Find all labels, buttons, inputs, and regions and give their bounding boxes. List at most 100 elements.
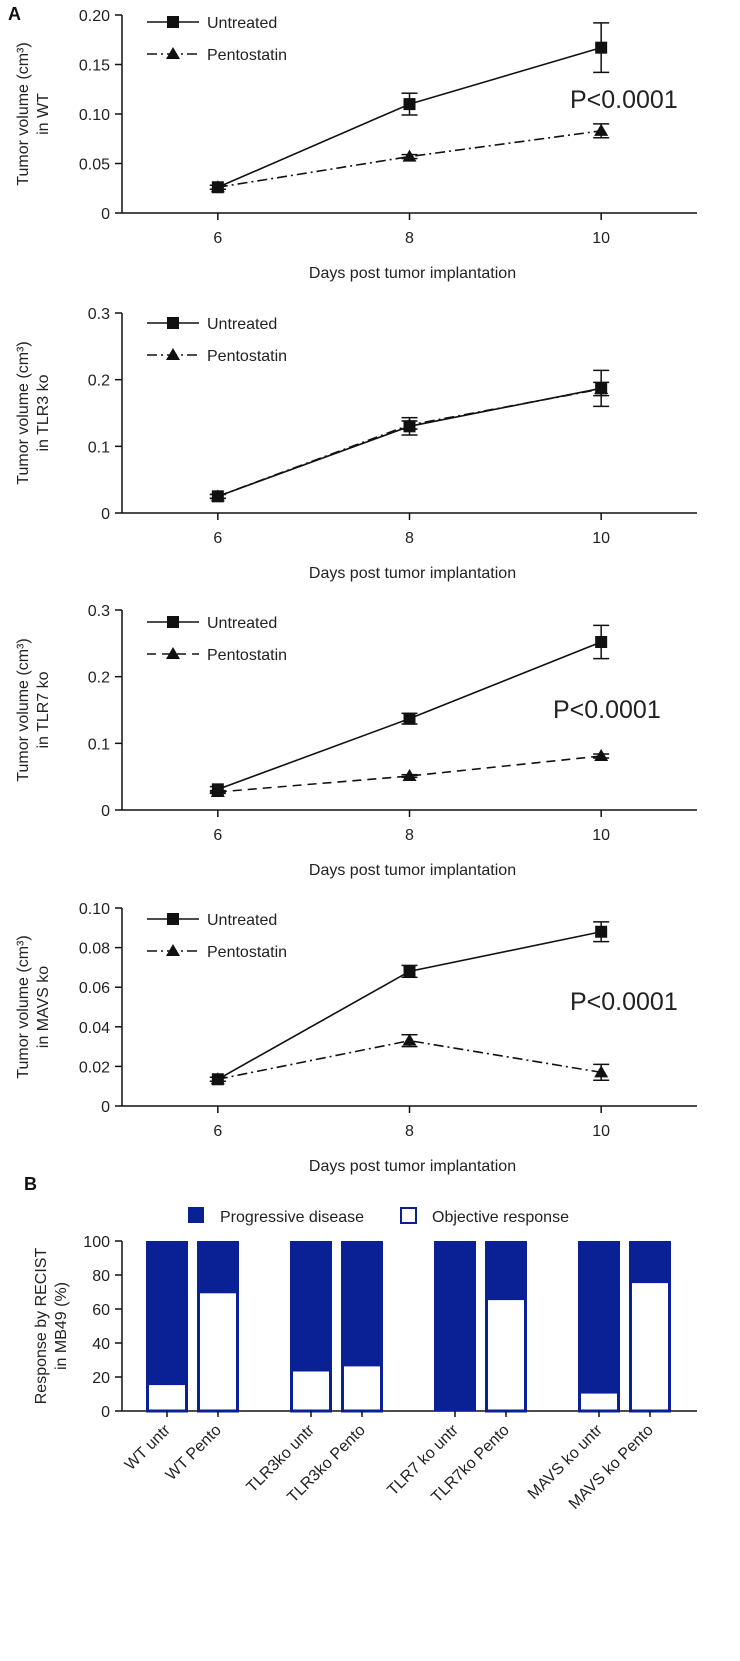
- legend-label: Untreated: [207, 15, 277, 32]
- data-point: [594, 123, 609, 136]
- series-pentostatin: [209, 749, 610, 797]
- bar-objective-response: [290, 1368, 332, 1413]
- series-line: [217, 46, 602, 188]
- data-point: [211, 490, 224, 503]
- legend-marker: [166, 47, 180, 59]
- data-point: [594, 749, 609, 761]
- series-pentostatin: [209, 381, 610, 502]
- y-tick-label: 0.15: [79, 58, 110, 75]
- series-pentostatin: [209, 123, 610, 193]
- data-point: [211, 1073, 224, 1086]
- legend-label: Untreated: [207, 615, 277, 632]
- data-point: [403, 98, 416, 111]
- series-untreated: [209, 369, 610, 503]
- y-tick-label: 0.1: [88, 439, 110, 456]
- series-untreated: [209, 921, 610, 1086]
- y-tick-label: 0: [101, 1099, 110, 1116]
- series-untreated: [209, 22, 610, 194]
- bar-objective-response: [629, 1280, 671, 1413]
- y-tick-label: 80: [92, 1268, 110, 1285]
- x-tick-label: 8: [405, 230, 414, 247]
- bar-legend: Progressive disease Objective response: [188, 1207, 569, 1226]
- legend-label: Pentostatin: [207, 647, 287, 664]
- p-value-annotation: P<0.0001: [570, 988, 678, 1016]
- data-point: [595, 925, 608, 938]
- p-value-annotation: P<0.0001: [553, 696, 661, 724]
- legend-item: Untreated: [147, 615, 277, 632]
- legend-label: Pentostatin: [207, 944, 287, 961]
- y-tick-label: 0.2: [88, 373, 110, 390]
- p-value-annotation: P<0.0001: [570, 86, 678, 114]
- x-tick-label: 10: [592, 230, 610, 247]
- y-axis-label-line2: in MAVS ko: [35, 966, 52, 1049]
- legend-marker: [167, 616, 179, 628]
- legend-label: Pentostatin: [207, 47, 287, 64]
- y-tick-label: 0.1: [88, 736, 110, 753]
- x-tick-label: 6: [213, 1123, 222, 1140]
- y-axis-label-line2: in TLR7 ko: [35, 671, 52, 748]
- data-point: [595, 41, 608, 54]
- y-tick-label: 0.3: [88, 306, 110, 323]
- x-axis-label: Days post tumor implantation: [309, 1158, 516, 1175]
- y-tick-label: 0: [101, 803, 110, 820]
- x-tick-label: WT untr: [122, 1421, 175, 1474]
- legend-item: Pentostatin: [147, 47, 287, 64]
- data-point: [594, 1065, 609, 1078]
- x-tick-label: 6: [213, 230, 222, 247]
- x-tick-label: 6: [213, 827, 222, 844]
- legend-label: Pentostatin: [207, 348, 287, 365]
- legend-item: Pentostatin: [147, 647, 287, 664]
- legend-item: Pentostatin: [147, 348, 287, 365]
- legend-marker: [166, 348, 180, 360]
- legend-label: Objective response: [432, 1209, 569, 1226]
- legend-marker: [167, 317, 179, 329]
- y-tick-label: 0.08: [79, 941, 110, 958]
- y-tick-label: 60: [92, 1302, 110, 1319]
- y-tick-label: 0.05: [79, 157, 110, 174]
- bar-objective-response: [485, 1297, 527, 1413]
- x-tick-label: 10: [592, 1123, 610, 1140]
- bar-group: WT untr: [122, 1241, 188, 1474]
- y-tick-label: 20: [92, 1370, 110, 1387]
- series-line: [217, 388, 602, 498]
- x-tick-label: 10: [592, 530, 610, 547]
- y-tick-label: 0.06: [79, 980, 110, 997]
- data-point: [402, 149, 417, 162]
- line-chart-4: 0 0.02 0.04 0.06 0.08 0.10 6 8 10 Days post tumor…: [15, 901, 697, 1175]
- y-tick-label: 0: [101, 1404, 110, 1421]
- y-tick-label: 40: [92, 1336, 110, 1353]
- legend-marker: [166, 944, 180, 956]
- data-point: [403, 965, 416, 978]
- bar-progressive: [434, 1241, 476, 1411]
- data-point: [595, 636, 608, 648]
- y-axis-label-line1: Tumor volume (cm³): [15, 42, 32, 185]
- line-chart-1: 0 0.05 0.10 0.15 0.20 6 8 10 Days post tumor imp…: [15, 8, 697, 282]
- y-tick-label: 0: [101, 206, 110, 223]
- panel-label-a: A: [8, 4, 21, 24]
- y-axis-label-line1: Tumor volume (cm³): [15, 341, 32, 484]
- y-tick-label: 0.04: [79, 1020, 110, 1037]
- data-point: [403, 712, 416, 725]
- legend-marker: [167, 16, 179, 28]
- legend-label: Untreated: [207, 912, 277, 929]
- line-chart-3: 0 0.1 0.2 0.3 6 8 10 Days post tumor implantati…: [15, 603, 697, 879]
- data-point: [211, 783, 224, 796]
- x-tick-label: 6: [213, 530, 222, 547]
- data-point: [211, 181, 224, 194]
- x-axis-label: Days post tumor implantation: [309, 265, 516, 282]
- legend-item: Untreated: [147, 15, 277, 32]
- data-point: [595, 382, 608, 395]
- y-tick-label: 0.02: [79, 1059, 110, 1076]
- legend-swatch-progressive: [188, 1207, 204, 1223]
- bar-group: TLR3ko untr: [244, 1241, 332, 1496]
- bar-objective-response: [341, 1363, 383, 1413]
- legend-item: Untreated: [147, 912, 277, 929]
- x-tick-label: 8: [405, 827, 414, 844]
- y-axis-label-line2: in MB49 (%): [53, 1282, 70, 1370]
- y-tick-label: 0.10: [79, 901, 110, 918]
- legend-item: Pentostatin: [147, 944, 287, 961]
- y-axis-label-line2: in WT: [35, 93, 52, 135]
- series-line: [217, 755, 602, 793]
